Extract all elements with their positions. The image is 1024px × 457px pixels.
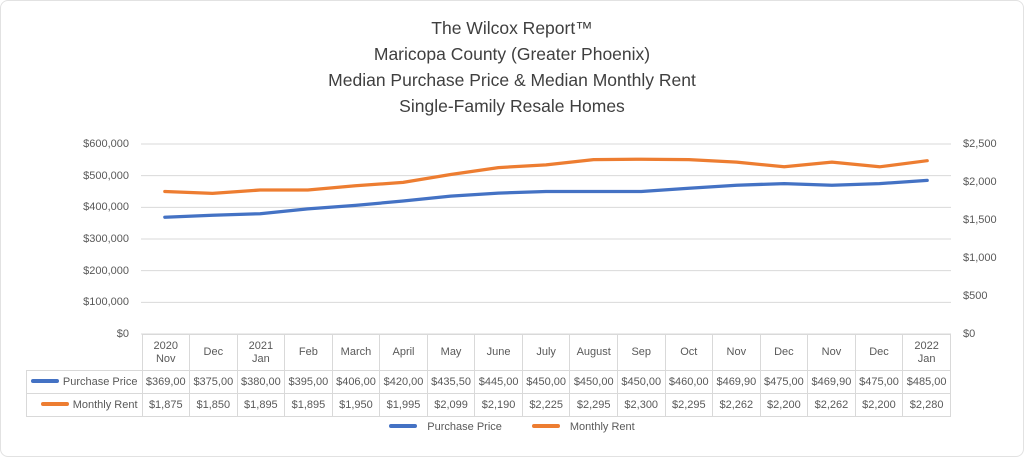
right-axis-tick-label: $0 [963,328,976,340]
table-value-cell: $420,00 [379,370,428,394]
right-axis-tick-label: $2,000 [963,176,997,188]
table-value-cell: $435,50 [426,370,476,394]
table-value-cell: $2,280 [902,393,951,417]
chart-title-line-4: Single-Family Resale Homes [399,96,625,116]
table-value-cell: $460,00 [664,370,714,394]
table-month-header: May [426,334,476,371]
series-name: Monthly Rent [72,399,138,411]
table-row: Monthly Rent $1,875 $1,850 $1,895 $1,895 $1,9… [26,393,951,417]
right-axis-tick-label: $1,000 [963,252,997,264]
table-value-cell: $1,895 [284,393,333,417]
right-axis-tick-label: $500 [963,290,988,302]
left-axis-tick-label: $400,000 [83,201,129,214]
line-swatch-icon [389,424,418,428]
table-value-cell: $395,00 [284,370,333,394]
table-corner-blank [26,334,142,371]
data-table: 2020 Nov Dec 2021 Jan Feb March April May June Jul… [26,334,951,417]
table-value-cell: $1,875 [141,393,191,417]
table-month-header: Dec [189,334,238,371]
table-value-cell: $450,00 [616,370,666,394]
right-axis-tick-label: $1,500 [963,214,997,226]
table-value-cell: $1,995 [379,393,428,417]
table-month-header: Nov [807,334,856,371]
table-month-header: Dec [759,334,809,371]
table-value-cell: $450,00 [569,370,618,394]
left-axis-tick-label: $200,000 [83,264,129,277]
chart-legend: Purchase Price Monthly Rent [1,421,1023,433]
chart-title: The Wilcox Report™ Maricopa County (Grea… [1,15,1023,119]
left-axis-tick-label: $600,000 [83,138,129,150]
table-value-cell: $2,200 [854,393,904,417]
table-month-header: Nov [712,334,761,371]
table-month-header: Dec [854,334,904,371]
legend-item-purchase-price: Purchase Price [389,421,502,433]
table-value-cell: $380,00 [236,370,286,394]
series-row-label: Purchase Price [26,370,143,394]
table-value-cell: $2,200 [759,393,809,417]
table-value-cell: $2,262 [712,393,761,417]
table-value-cell: $469,90 [712,370,761,394]
monthly-rent-line [163,157,929,196]
table-month-header: 2022 Jan [902,334,951,371]
chart-title-line-3: Median Purchase Price & Median Monthly R… [328,70,696,90]
line-swatch-icon [531,424,560,428]
table-value-cell: $2,190 [474,393,523,417]
right-axis-labels: $0 $500 $1,000 $1,500 $2,000 $2,500 [963,1,1023,456]
table-value-cell: $445,00 [474,370,523,394]
table-month-header: July [521,334,571,371]
table-value-cell: $2,295 [664,393,714,417]
table-month-header: March [331,334,381,371]
table-value-cell: $450,00 [521,370,571,394]
series-row-label: Monthly Rent [26,393,143,417]
table-value-cell: $475,00 [759,370,809,394]
table-month-header: Feb [284,334,333,371]
table-value-cell: $1,850 [189,393,238,417]
left-axis-tick-label: $500,000 [83,169,129,182]
table-value-cell: $2,262 [807,393,856,417]
line-swatch-icon [40,402,69,406]
table-value-cell: $1,950 [331,393,381,417]
table-month-header: June [474,334,523,371]
table-month-header: August [569,334,618,371]
line-swatch-icon [30,379,59,383]
legend-label: Monthly Rent [569,421,635,433]
left-axis-labels: $0 $100,000 $200,000 $300,000 $400,000 $500,0… [1,1,129,456]
left-axis-tick-label: $300,000 [83,233,129,245]
table-value-cell: $469,90 [807,370,856,394]
table-month-header: 2020 Nov [141,334,191,371]
table-value-cell: $1,895 [236,393,286,417]
table-value-cell: $2,225 [521,393,571,417]
table-value-cell: $475,00 [854,370,904,394]
chart-title-line-2: Maricopa County (Greater Phoenix) [373,44,651,64]
table-header-row: 2020 Nov Dec 2021 Jan Feb March April May June Jul… [26,334,951,371]
right-axis-tick-label: $2,500 [963,138,997,150]
table-month-header: Oct [664,334,714,371]
left-axis-tick-label: $100,000 [83,296,129,309]
table-month-header: 2021 Jan [236,334,286,371]
table-value-cell: $2,300 [616,393,666,417]
legend-item-monthly-rent: Monthly Rent [531,421,635,433]
table-row: Purchase Price $369,00 $375,00 $380,00 $395,… [26,370,951,394]
table-value-cell: $406,00 [331,370,381,394]
table-month-header: April [379,334,428,371]
series-name: Purchase Price [62,376,138,388]
table-value-cell: $2,099 [426,393,476,417]
table-month-header: Sep [616,334,666,371]
purchase-price-line [163,178,929,219]
table-value-cell: $369,00 [141,370,191,394]
legend-label: Purchase Price [427,421,502,433]
table-value-cell: $485,00 [902,370,951,394]
table-value-cell: $375,00 [189,370,238,394]
chart-title-line-1: The Wilcox Report™ [431,18,593,38]
table-value-cell: $2,295 [569,393,618,417]
